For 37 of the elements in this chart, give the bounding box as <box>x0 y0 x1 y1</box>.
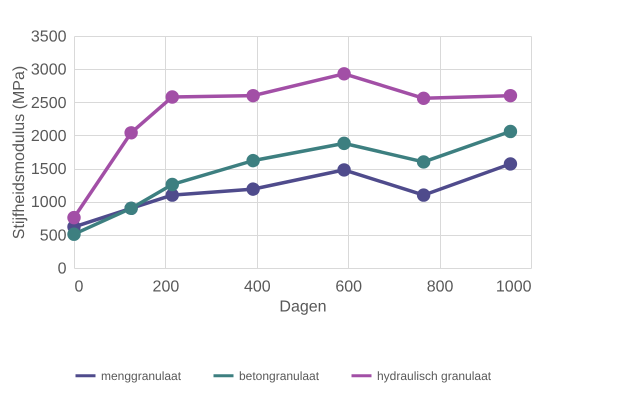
y-tick-label: 3500 <box>30 28 67 46</box>
x-tick-label: 1000 <box>496 278 532 296</box>
x-tick-label: 200 <box>152 278 180 296</box>
y-tick-label: 1000 <box>30 194 67 212</box>
point <box>166 90 179 104</box>
point <box>67 210 81 224</box>
y-axis-title: Stijfheidsmodulus (MPa) <box>10 66 28 240</box>
x-axis-title: Dagen <box>279 298 327 316</box>
point <box>337 136 351 150</box>
x-tick-label: 800 <box>426 278 454 296</box>
point <box>337 163 351 177</box>
legend-label: betongranulaat <box>239 368 320 383</box>
point <box>246 88 260 102</box>
x-tick-label: 600 <box>335 278 362 296</box>
y-tick-label: 2000 <box>30 128 67 145</box>
point <box>337 67 351 80</box>
point <box>166 188 179 202</box>
legend-label: hydraulisch granulaat <box>377 368 492 383</box>
y-tick-label: 2500 <box>30 94 67 112</box>
y-tick-label: 3000 <box>30 62 67 79</box>
x-tick-label: 0 <box>74 278 84 296</box>
point <box>246 182 260 196</box>
point <box>504 124 518 138</box>
point <box>246 154 260 168</box>
y-tick-label: 1500 <box>30 161 67 178</box>
y-tick-label: 0 <box>58 260 67 278</box>
y-tick-label: 500 <box>40 227 67 244</box>
point <box>416 188 430 202</box>
point <box>504 88 518 102</box>
point <box>504 157 518 171</box>
point <box>166 178 179 192</box>
x-tick-label: 400 <box>244 278 271 296</box>
point <box>124 126 138 140</box>
point <box>67 228 81 241</box>
point <box>416 92 430 106</box>
point <box>416 155 430 169</box>
legend-label: menggranulaat <box>101 368 182 383</box>
